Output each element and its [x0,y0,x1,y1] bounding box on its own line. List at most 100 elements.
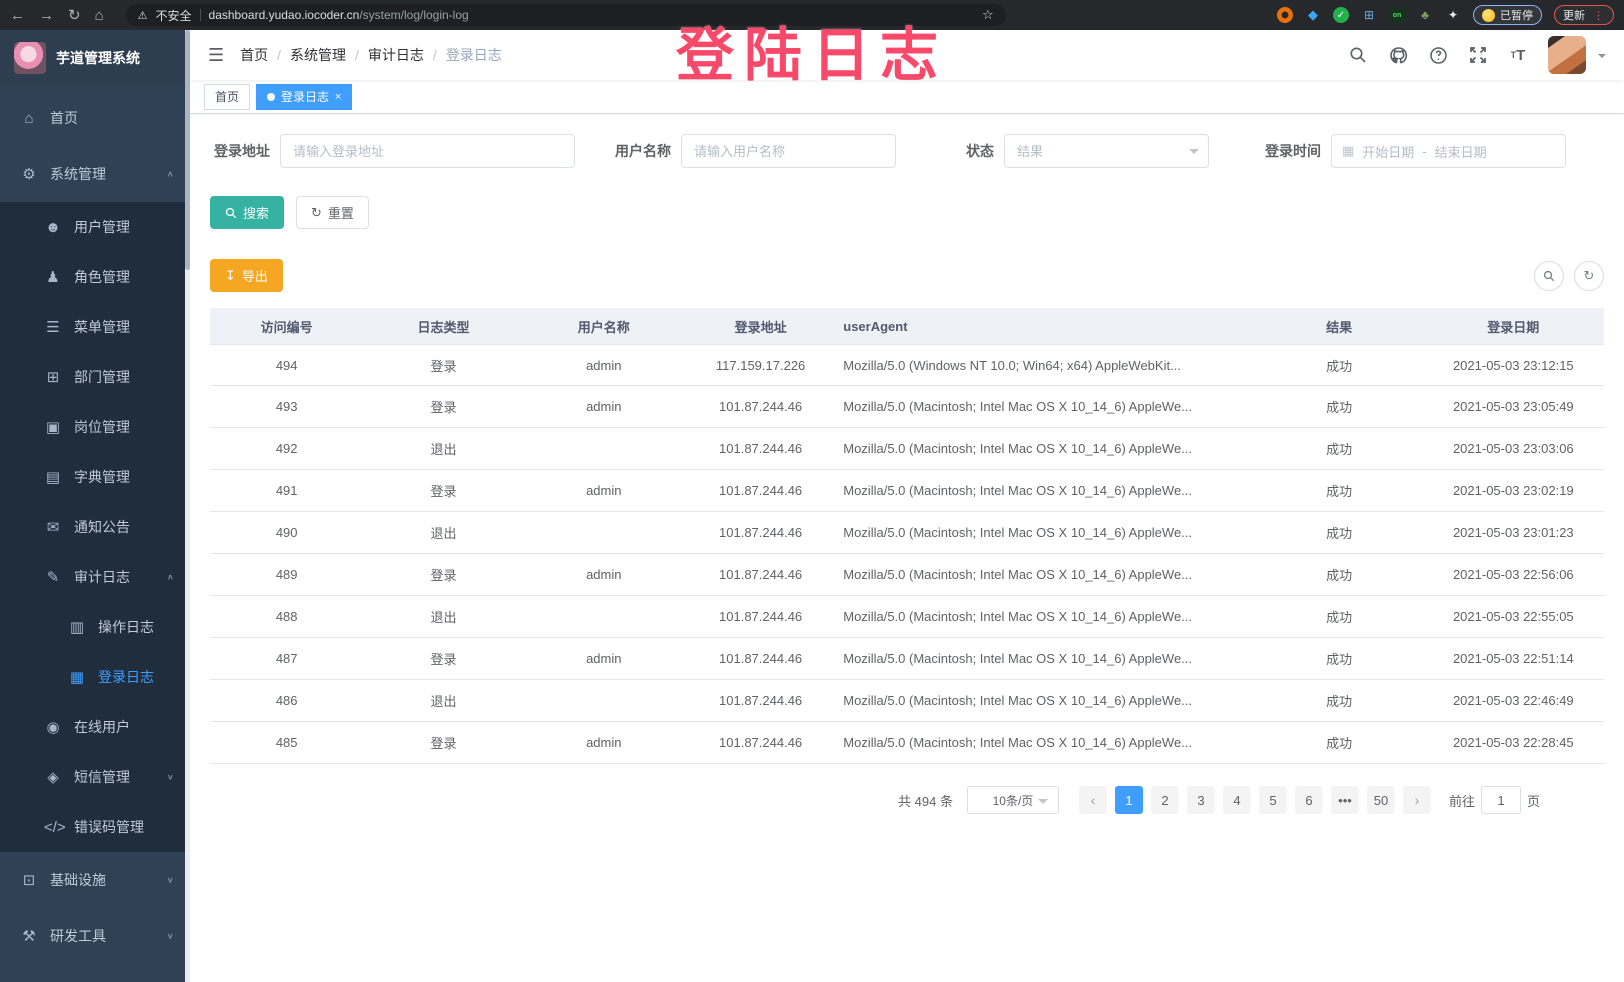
page-button-1[interactable]: 1 [1114,786,1143,814]
extension-sprout-icon[interactable]: ♣ [1421,8,1429,22]
cell: 成功 [1326,694,1353,709]
column-header-4[interactable]: userAgent [843,318,908,334]
extension-orange-icon[interactable] [1277,7,1293,23]
reset-button[interactable]: ↻ 重置 [296,196,369,229]
cell: 2021-05-03 23:01:23 [1452,525,1574,540]
hamburger-icon[interactable]: ☰ [208,44,225,65]
sidebar-item-10[interactable]: ▥ 操作日志 [0,602,190,652]
active-dot-icon [267,92,276,101]
sidebar-item-4[interactable]: ☰ 菜单管理 [0,302,190,352]
sidebar-item-1[interactable]: ⚙ 系统管理 ∧ [0,146,190,202]
search-button[interactable]: 搜索 [210,196,285,229]
cell: 101.87.244.46 [719,567,803,582]
sidebar-item-2[interactable]: ☻ 用户管理 [0,202,190,252]
page-button-50[interactable]: 50 [1366,786,1395,814]
username-input[interactable] [681,134,896,168]
page-button-2[interactable]: 2 [1150,786,1179,814]
sidebar-item-12[interactable]: ◉ 在线用户 [0,702,190,752]
end-date-placeholder[interactable]: 结束日期 [1434,144,1487,160]
cell: 成功 [1326,652,1353,667]
extensions-puzzle-icon[interactable]: ✦ [1447,8,1459,22]
avatar-caret-icon[interactable] [1598,54,1606,62]
start-date-placeholder[interactable]: 开始日期 [1362,144,1415,160]
column-header-0[interactable]: 访问编号 [260,319,313,335]
sidebar-item-13[interactable]: ◈ 短信管理 ∨ [0,752,190,802]
reload-icon[interactable]: ↻ [68,7,81,24]
cell: 成功 [1326,736,1353,751]
next-page-button[interactable]: › [1402,786,1431,814]
export-icon: ↧ [225,267,236,283]
cell: 101.87.244.46 [719,693,803,708]
paused-profile-badge[interactable]: 已暂停 [1473,5,1542,25]
menu-dots-icon[interactable]: ⋮ [1593,9,1605,22]
search-icon[interactable] [1348,45,1368,65]
login-address-input[interactable] [280,134,575,168]
more-pages-button[interactable]: ••• [1330,786,1359,814]
column-header-6[interactable]: 登录日期 [1487,319,1540,335]
sidebar-item-16[interactable]: ⚒ 研发工具 ∨ [0,908,190,964]
bookmark-star-icon[interactable]: ☆ [981,7,994,22]
extension-on-icon[interactable]: on [1389,7,1405,23]
login-time-range-picker[interactable]: ▦ 开始日期 - 结束日期 [1331,134,1566,168]
toggle-search-button[interactable] [1534,260,1564,291]
column-header-2[interactable]: 用户名称 [577,319,630,335]
cell: 退出 [430,526,457,541]
fullscreen-icon[interactable] [1468,45,1488,65]
extension-grid-icon[interactable]: ⊞ [1363,8,1375,22]
sidebar-item-7[interactable]: ▤ 字典管理 [0,452,190,502]
browser-update-button[interactable]: 更新 ⋮ [1554,5,1614,25]
page-button-6[interactable]: 6 [1294,786,1323,814]
sidebar-item-label: 审计日志 [74,569,130,585]
column-header-5[interactable]: 结果 [1326,319,1353,335]
security-warning[interactable]: 不安全 [155,8,192,23]
sidebar-item-8[interactable]: ✉ 通知公告 [0,502,190,552]
sidebar-item-0[interactable]: ⌂ 首页 [0,90,190,146]
tag-home[interactable]: 首页 [204,83,251,110]
back-icon[interactable]: ← [10,6,25,24]
column-header-3[interactable]: 登录地址 [734,319,787,335]
cell: 成功 [1326,610,1353,625]
help-icon[interactable] [1428,45,1448,65]
badge-icon: ▣ [45,419,61,436]
status-select[interactable] [1004,134,1209,168]
close-tag-icon[interactable]: × [335,90,342,103]
sidebar-item-3[interactable]: ♟ 角色管理 [0,252,190,302]
prev-page-button[interactable]: ‹ [1078,786,1107,814]
github-icon[interactable] [1388,45,1408,65]
breadcrumb-item-1[interactable]: 系统管理 [290,47,347,63]
cell: 2021-05-03 23:05:49 [1452,399,1574,414]
cell: Mozilla/5.0 (Macintosh; Intel Mac OS X 1… [843,567,1193,582]
sidebar-item-11[interactable]: ▦ 登录日志 [0,652,190,702]
cell: admin [586,399,622,414]
forward-icon[interactable]: → [39,6,54,24]
breadcrumb-item-0[interactable]: 首页 [240,47,269,63]
sidebar-scrollbar[interactable] [185,30,190,982]
page-button-3[interactable]: 3 [1186,786,1215,814]
tag-login-log[interactable]: 登录日志 × [256,83,353,110]
extension-check-icon[interactable]: ✓ [1333,7,1349,23]
page-button-4[interactable]: 4 [1222,786,1251,814]
table-row: 490 退出 101.87.244.46 Mozilla/5.0 (Macintosh… [210,512,1604,554]
sidebar-item-15[interactable]: ⊡ 基础设施 ∨ [0,852,190,908]
goto-page-input[interactable] [1480,786,1521,814]
extension-diamond-icon[interactable]: ◆ [1308,7,1318,22]
browser-home-icon[interactable]: ⌂ [94,6,104,24]
page-size-select[interactable]: 10条/页 [966,786,1059,814]
sidebar-item-5[interactable]: ⊞ 部门管理 [0,352,190,402]
column-header-1[interactable]: 日志类型 [417,319,470,335]
sidebar-item-6[interactable]: ▣ 岗位管理 [0,402,190,452]
user-avatar[interactable] [1548,36,1586,74]
address-bar[interactable]: ⚠ 不安全 dashboard.yudao.iocoder.cn/system/… [125,4,1006,26]
refresh-button[interactable]: ↻ [1574,260,1604,291]
breadcrumb-item-2[interactable]: 审计日志 [367,47,424,63]
page-button-5[interactable]: 5 [1258,786,1287,814]
sidebar-item-label: 字典管理 [74,469,130,485]
cell: 退出 [430,694,457,709]
sidebar-item-14[interactable]: </> 错误码管理 [0,802,190,852]
app-logo-row[interactable]: 芋道管理系统 [0,30,190,86]
sidebar-item-9[interactable]: ✎ 审计日志 ∧ [0,552,190,602]
cell: 成功 [1326,484,1353,499]
export-button[interactable]: ↧ 导出 [210,259,283,292]
